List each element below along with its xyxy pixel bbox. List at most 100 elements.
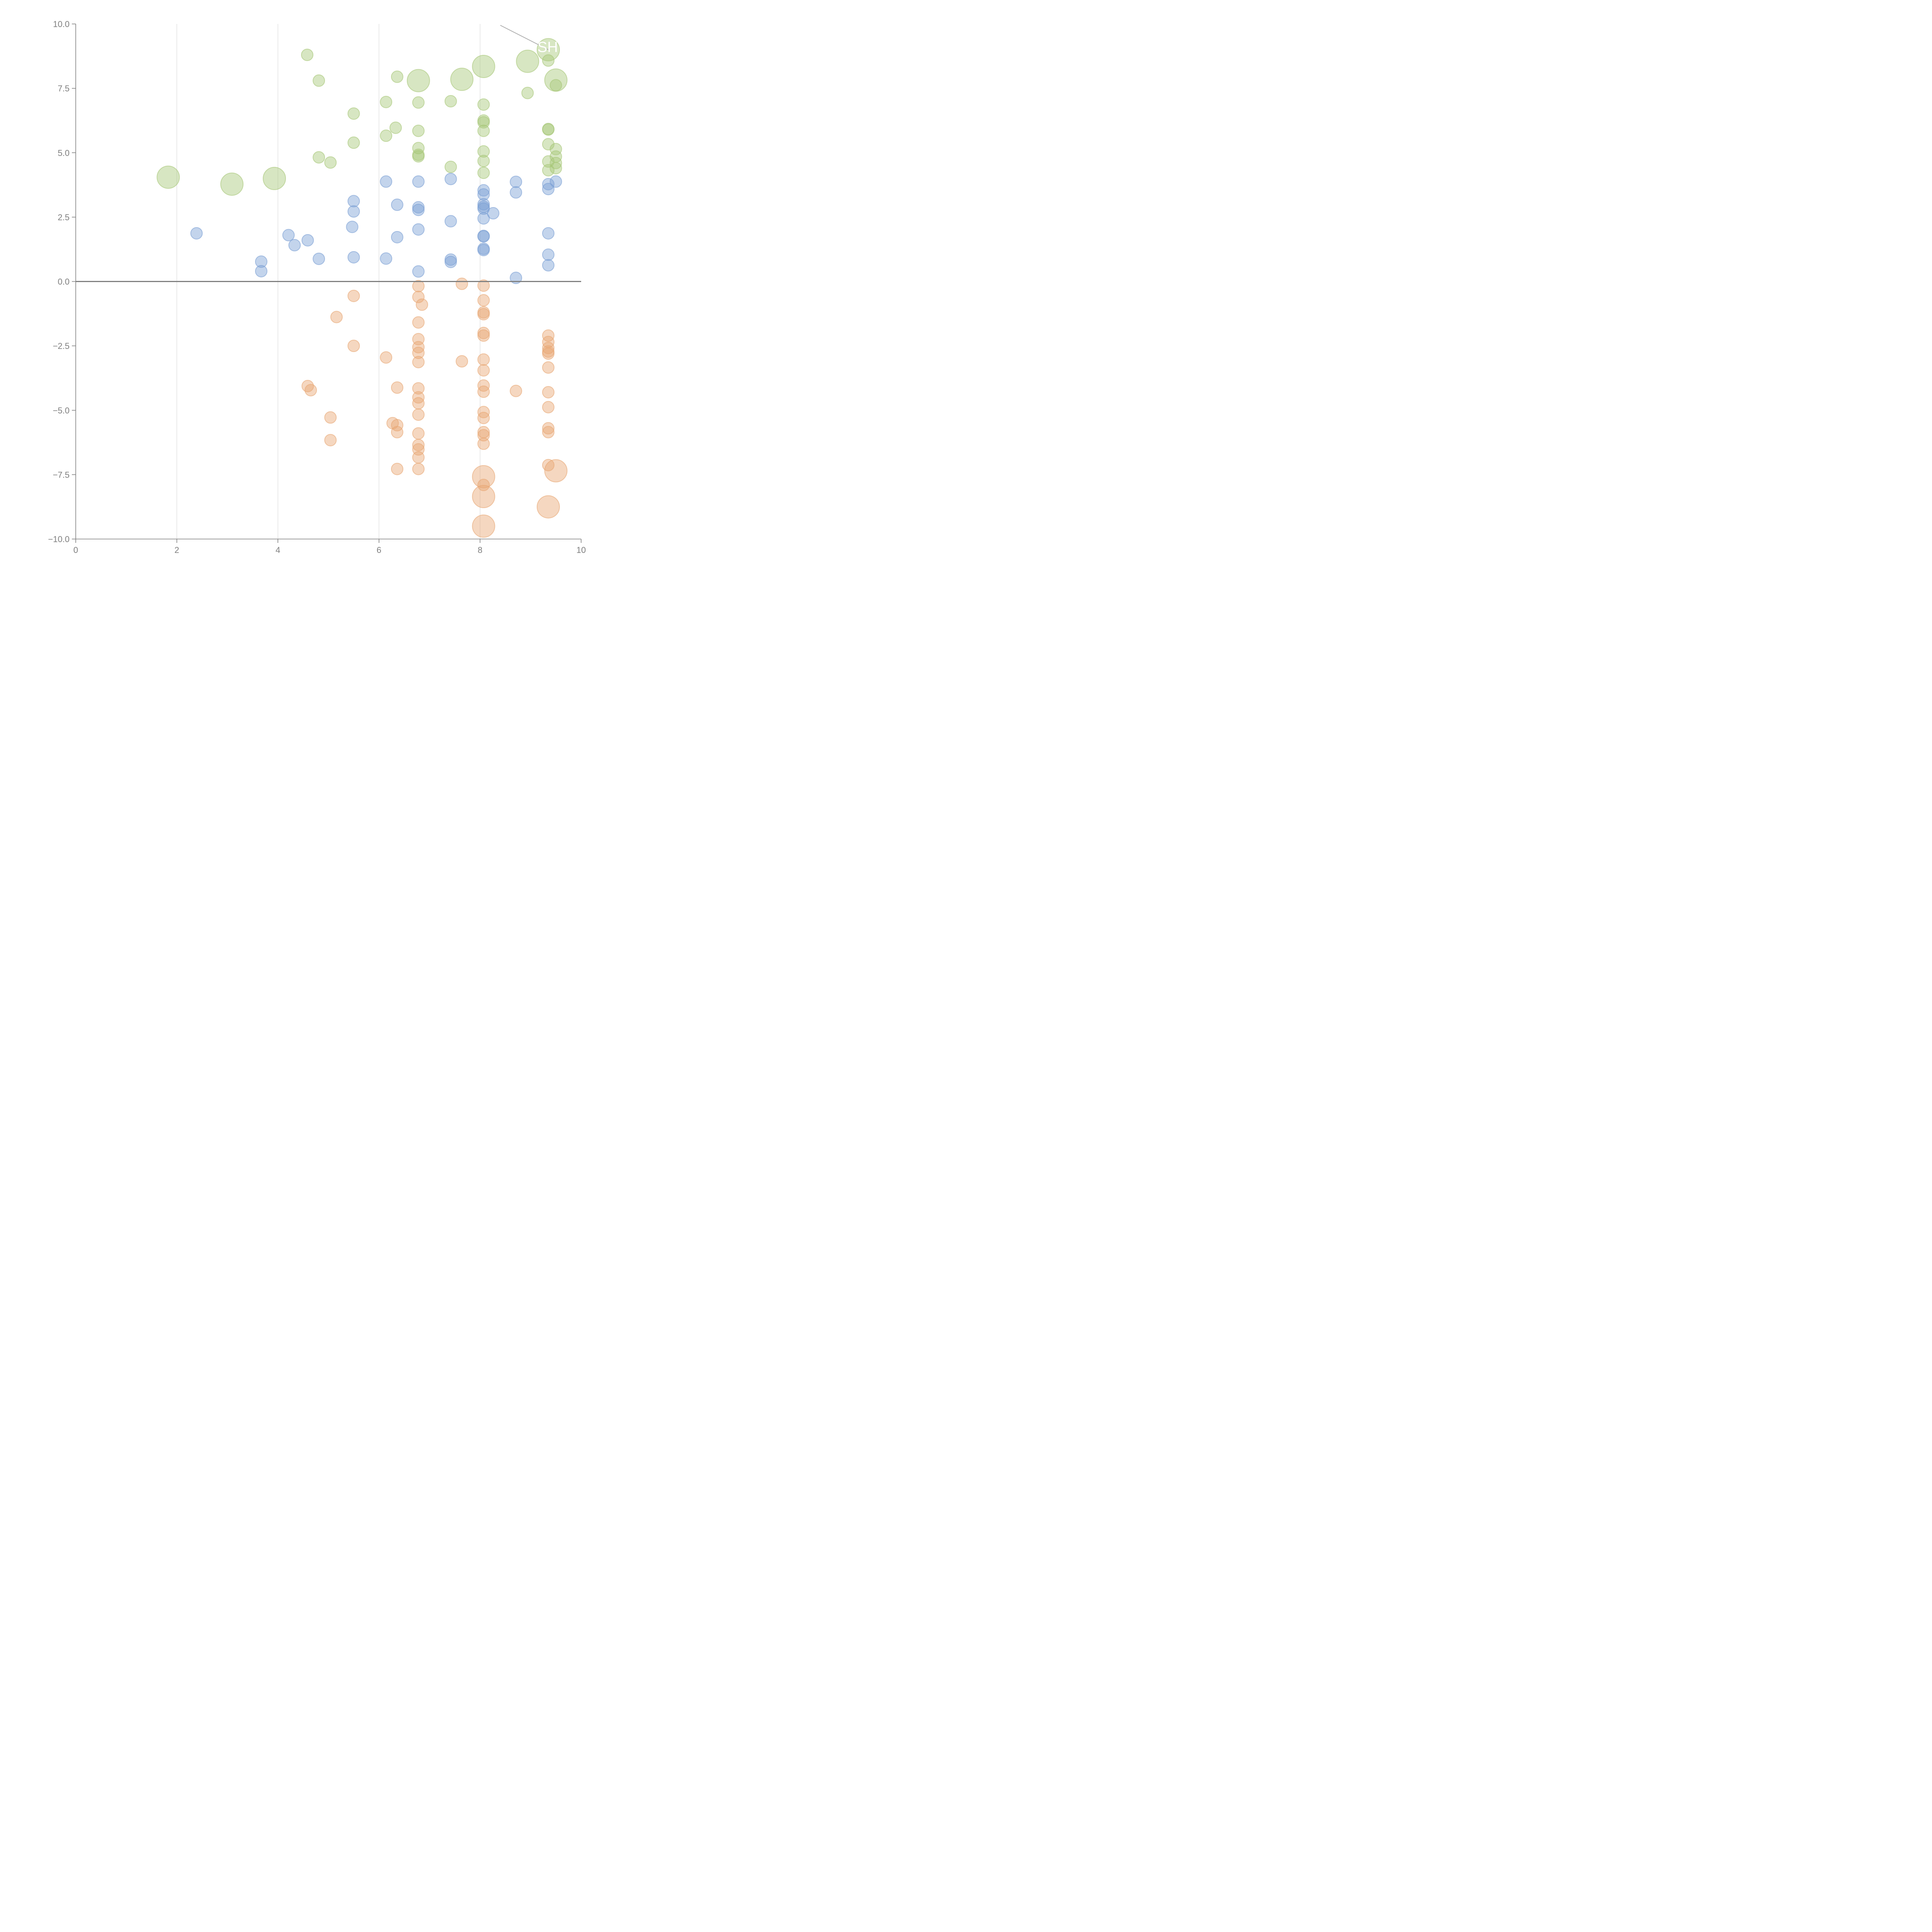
orange-point (391, 381, 403, 394)
orange-point (472, 514, 495, 538)
green-point (412, 124, 425, 137)
orange-point (412, 316, 425, 329)
orange-point (477, 364, 490, 377)
green-point (156, 165, 180, 189)
green-point (444, 160, 457, 173)
x-tick-label: 0 (73, 545, 78, 555)
green-point (549, 156, 562, 169)
blue-point (412, 265, 425, 278)
orange-point (542, 329, 554, 342)
blue-point (542, 227, 554, 240)
blue-point (477, 230, 490, 243)
orange-point (536, 495, 560, 519)
green-point (412, 96, 425, 109)
annotations: SH (500, 25, 558, 56)
orange-point (542, 401, 554, 413)
annotation-label: SH (537, 39, 558, 56)
orange-point (542, 361, 554, 374)
y-tick-label: −7.5 (53, 470, 70, 480)
orange-point (330, 311, 343, 323)
orange-point (412, 408, 425, 421)
green-point (477, 124, 490, 137)
blue-point (282, 229, 295, 242)
green-point (313, 74, 325, 87)
green-point (450, 68, 474, 91)
orange-point (542, 426, 554, 439)
blue-point (347, 205, 360, 218)
blue-point (346, 221, 359, 233)
data-points (156, 38, 568, 538)
blue-point (444, 255, 457, 268)
blue-point (347, 251, 360, 264)
blue-point (380, 252, 393, 265)
orange-point (477, 429, 490, 442)
blue-point (391, 198, 403, 211)
green-point (444, 95, 457, 107)
orange-point (542, 459, 554, 471)
orange-point (544, 459, 568, 483)
axes: 10.0 7.5 5.0 2.5 0.0 −2.5 −5.0 −7.5 −10.00 2 4 6 8 10 (48, 19, 586, 555)
y-tick-label: −5.0 (53, 406, 70, 415)
scatter-chart: 10.07.55.02.50.0−2.5−5.0−7.5−10.00 2 4 6 8 10… (48, 19, 586, 555)
y-tick-label: −2.5 (53, 341, 70, 351)
x-tick-label: 10 (577, 545, 586, 555)
blue-point (255, 255, 268, 268)
green-point (477, 98, 490, 111)
green-point (549, 143, 562, 155)
y-tick-label: 10.0 (53, 19, 70, 29)
orange-point (324, 411, 337, 424)
y-tick-label: −10.0 (48, 534, 70, 544)
orange-point (347, 340, 360, 352)
orange-point (391, 426, 403, 439)
blue-point (542, 178, 554, 190)
blue-point (255, 265, 268, 277)
orange-point (412, 347, 425, 359)
blue-point (347, 195, 360, 207)
green-point (549, 79, 562, 92)
y-tick-label: 0.0 (58, 277, 70, 287)
orange-point (456, 277, 468, 290)
orange-point (324, 434, 337, 447)
orange-point (304, 384, 317, 396)
green-point (406, 69, 430, 92)
orange-point (391, 419, 403, 432)
orange-point (412, 439, 425, 451)
green-point (477, 116, 490, 129)
orange-point (477, 329, 490, 342)
green-point (516, 49, 539, 73)
green-point (549, 162, 562, 175)
green-point (313, 151, 325, 164)
y-tick-label: 7.5 (58, 84, 70, 94)
green-point (477, 155, 490, 167)
green-point (542, 123, 554, 136)
x-tick-label: 6 (377, 545, 381, 555)
orange-point (412, 356, 425, 369)
blue-point (510, 186, 522, 199)
orange-point (456, 355, 468, 368)
blue-point (444, 215, 457, 228)
green-point (347, 136, 360, 149)
orange-point (510, 384, 522, 397)
blue-point (510, 175, 522, 188)
orange-point (477, 437, 490, 450)
orange-point (472, 485, 495, 509)
green-point (380, 129, 393, 142)
orange-point (412, 397, 425, 410)
orange-point (412, 463, 425, 475)
green-point (347, 107, 360, 120)
orange-point (415, 298, 428, 311)
blue-point (477, 244, 490, 257)
blue-point (542, 248, 554, 261)
blue-point (412, 223, 425, 236)
blue-point (301, 234, 314, 247)
green-point (220, 172, 244, 196)
orange-point (477, 412, 490, 424)
orange-point (347, 289, 360, 302)
blue-point (549, 175, 562, 188)
blue-point (313, 252, 325, 265)
green-point (391, 70, 403, 83)
x-tick-label: 4 (276, 545, 280, 555)
x-tick-label: 8 (478, 545, 482, 555)
annotation-leader-line (500, 25, 549, 50)
orange-point (477, 353, 490, 366)
